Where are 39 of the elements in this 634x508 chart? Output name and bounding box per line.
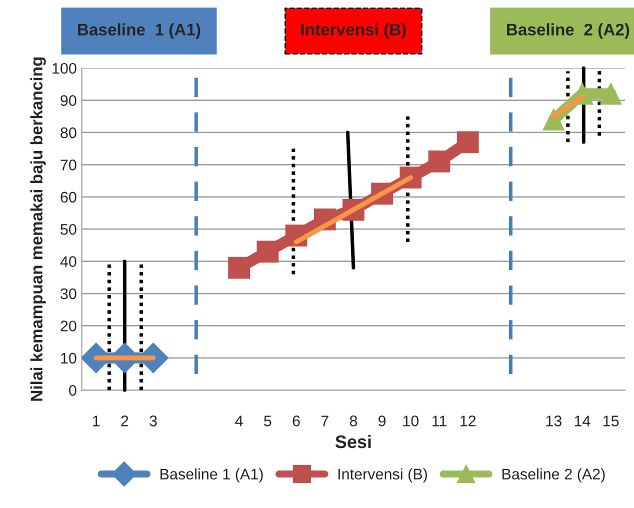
x-tick-label: 3 <box>150 416 157 426</box>
y-tick-label: 30 <box>60 288 76 300</box>
y-tick-label: 10 <box>61 352 76 364</box>
y-tick-label: 80 <box>60 127 76 138</box>
text: Intervensi (B) <box>301 23 406 39</box>
y-tick-label: 60 <box>60 192 76 203</box>
x-tick-label: 1 <box>93 416 100 426</box>
y-tick-label: 50 <box>60 224 76 235</box>
x-tick-label: 13 <box>546 416 562 426</box>
point <box>456 131 479 154</box>
x-tick-label: 7 <box>321 416 328 426</box>
y-tick-label: 40 <box>60 256 76 267</box>
x-tick-label: 10 <box>403 416 419 426</box>
legend-label: Baseline 2 (A2) <box>502 468 605 483</box>
text: Baseline 1 (A1) <box>78 23 200 39</box>
x-axis-title: Sesi <box>335 434 371 448</box>
y-tick-label: 20 <box>60 320 76 332</box>
x-tick-label: 8 <box>350 416 358 426</box>
y-axis-title: Nilai kemampuan memakai baju berkancing <box>30 57 46 401</box>
text: Baseline 2 (A2) <box>506 23 630 39</box>
legend-label: Baseline 1 (A1) <box>160 468 263 483</box>
x-tick-label: 15 <box>603 416 619 426</box>
x-tick-label: 12 <box>460 416 476 426</box>
point <box>228 256 250 279</box>
x-tick-label: 5 <box>264 416 272 426</box>
legend-label: Intervensi (B) <box>338 468 427 483</box>
y-tick-label: 0 <box>69 385 76 396</box>
y-tick-label: 90 <box>60 95 76 106</box>
point <box>600 82 622 105</box>
y-tick-label: 100 <box>52 62 76 74</box>
x-tick-label: 2 <box>121 416 128 426</box>
y-tick-label: 70 <box>60 160 76 170</box>
x-tick-label: 9 <box>378 416 386 426</box>
x-tick-label: 4 <box>235 416 243 426</box>
x-tick-label: 11 <box>432 416 446 426</box>
x-tick-label: 14 <box>574 416 590 426</box>
point <box>256 240 279 263</box>
x-tick-label: 6 <box>292 416 300 426</box>
point <box>428 150 450 172</box>
